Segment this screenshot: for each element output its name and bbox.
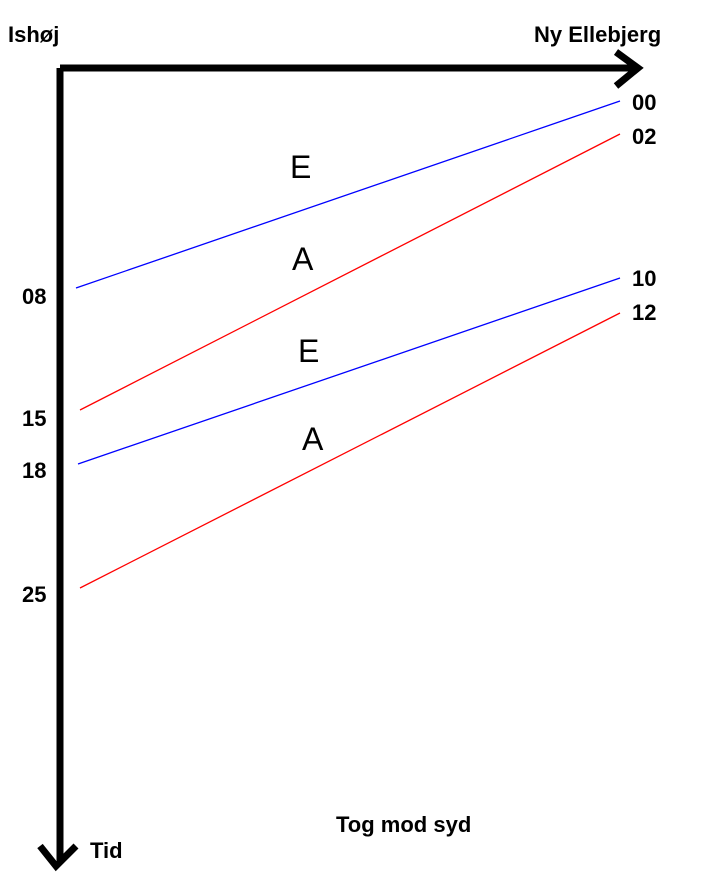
train-line-e-2	[77, 277, 621, 465]
distance-axis-arrowhead	[613, 49, 644, 89]
end-station-label: Ny Ellebjerg	[534, 22, 661, 47]
start-minute-2: 15	[22, 406, 46, 431]
line-letter-a-2: A	[302, 421, 324, 457]
time-axis-arrowhead	[37, 843, 79, 872]
train-line-e-1	[75, 100, 621, 289]
start-minute-3: 18	[22, 458, 46, 483]
end-minute-4: 12	[632, 300, 656, 325]
end-minute-1: 00	[632, 90, 656, 115]
time-axis-label: Tid	[90, 838, 123, 863]
line-letter-e-2: E	[298, 333, 319, 369]
train-line-a-1	[79, 133, 621, 411]
start-minute-1: 08	[22, 284, 46, 309]
caption: Tog mod syd	[336, 812, 471, 837]
end-minute-3: 10	[632, 266, 656, 291]
origin-station-label: Ishøj	[8, 22, 59, 47]
end-minute-2: 02	[632, 124, 656, 149]
line-letter-a-1: A	[292, 241, 314, 277]
line-letter-e-1: E	[290, 149, 311, 185]
start-minute-4: 25	[22, 582, 46, 607]
train-line-a-2	[79, 312, 621, 589]
